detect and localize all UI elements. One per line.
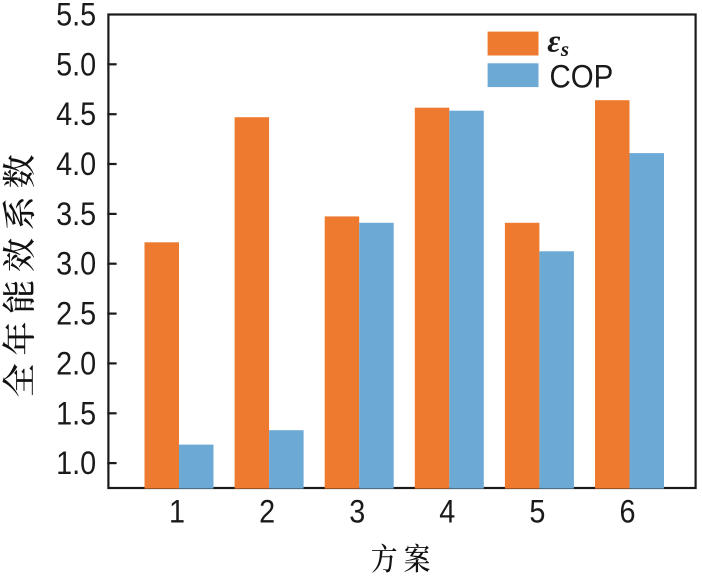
svg-text:5.0: 5.0 [56, 47, 96, 83]
svg-text:1: 1 [169, 494, 185, 530]
svg-text:2: 2 [259, 494, 275, 530]
svg-text:2.0: 2.0 [56, 346, 96, 382]
svg-text:1.0: 1.0 [56, 446, 96, 482]
svg-text:3.0: 3.0 [56, 246, 96, 282]
svg-text:4: 4 [439, 494, 455, 530]
svg-text:3.5: 3.5 [56, 197, 96, 233]
svg-text:εs: εs [547, 23, 569, 62]
svg-text:5: 5 [529, 494, 545, 530]
svg-text:4.5: 4.5 [56, 97, 96, 133]
svg-text:COP: COP [550, 58, 614, 94]
svg-text:5.5: 5.5 [56, 0, 96, 33]
svg-text:3: 3 [349, 494, 365, 530]
svg-text:4.0: 4.0 [56, 147, 96, 183]
svg-text:2.5: 2.5 [56, 296, 96, 332]
svg-text:6: 6 [619, 494, 635, 530]
svg-text:1.5: 1.5 [56, 396, 96, 432]
